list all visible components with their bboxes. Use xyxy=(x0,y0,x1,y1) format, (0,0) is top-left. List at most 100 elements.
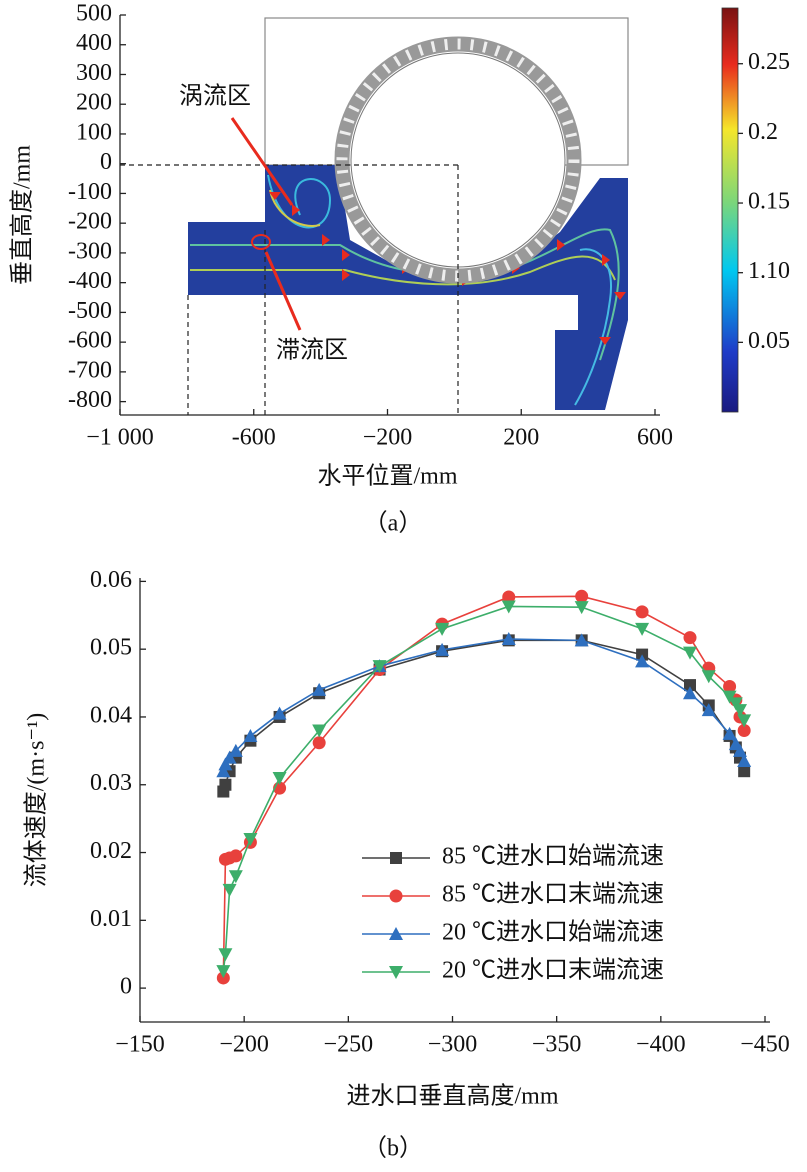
x-axis-label: 水平位置/mm xyxy=(317,463,457,490)
x-tick-label: −1 000 xyxy=(86,425,154,451)
colorbar-tick-label: 1.10 xyxy=(748,258,790,284)
colorbar-tick-label: 0.15 xyxy=(748,189,790,215)
y-tick-label: -700 xyxy=(68,357,112,383)
marker xyxy=(272,771,287,785)
marker xyxy=(737,754,752,768)
marker xyxy=(501,600,516,614)
x-tick-label: −350 xyxy=(532,1032,582,1058)
marker xyxy=(635,605,649,619)
series-line xyxy=(222,605,745,972)
marker xyxy=(228,743,243,757)
marker xyxy=(733,743,747,757)
legend-marker xyxy=(389,927,403,940)
legend-label: 20 ℃进水口始端流速 xyxy=(442,919,664,946)
annotation-arrow xyxy=(230,117,294,206)
y-axis-label: 垂直高度/mm xyxy=(9,145,36,285)
x-tick-label: −400 xyxy=(636,1032,686,1058)
marker xyxy=(228,870,243,884)
y-tick-label: 300 xyxy=(76,60,112,86)
marker xyxy=(435,642,450,656)
caption: （a） xyxy=(364,511,423,537)
annotation-arrow xyxy=(264,251,302,331)
stagnant-marker xyxy=(251,234,271,250)
marker xyxy=(229,849,243,863)
y-tick-label: -600 xyxy=(68,328,112,354)
marker xyxy=(219,778,232,791)
y-tick-label: 0.03 xyxy=(90,770,132,796)
marker xyxy=(218,948,233,962)
marker xyxy=(272,706,287,720)
marker xyxy=(372,660,387,674)
marker xyxy=(722,690,737,704)
y-tick-label: 100 xyxy=(76,119,112,145)
legend-marker xyxy=(389,889,403,903)
marker xyxy=(435,622,450,636)
marker xyxy=(243,832,258,846)
marker xyxy=(737,714,752,728)
marker xyxy=(575,589,589,603)
y-tick-label: -300 xyxy=(68,238,112,264)
x-tick-label: -600 xyxy=(232,425,276,451)
x-tick-label: 200 xyxy=(503,425,539,451)
pipe-inner xyxy=(350,52,566,268)
series-line xyxy=(222,639,745,792)
x-tick-label: −450 xyxy=(740,1032,790,1058)
y-tick-label: 0.04 xyxy=(90,702,132,728)
marker xyxy=(222,883,237,897)
x-tick-label: −200 xyxy=(219,1032,269,1058)
y-tick-label: -100 xyxy=(68,179,112,205)
colorbar-tick-label: 0.05 xyxy=(748,328,790,354)
flow-field xyxy=(120,17,629,415)
y-tick-label: 400 xyxy=(76,30,112,56)
marker xyxy=(738,765,751,778)
marker xyxy=(683,631,697,645)
y-tick-label: 0 xyxy=(100,149,112,175)
legend-marker xyxy=(390,852,402,864)
marker xyxy=(684,679,696,692)
y-tick-label: 500 xyxy=(76,1,112,27)
marker xyxy=(574,633,589,647)
y-tick-label: 0.05 xyxy=(90,635,132,661)
colorbar-tick-label: 0.25 xyxy=(748,49,790,75)
legend-marker xyxy=(389,966,403,979)
y-tick-label: 0.06 xyxy=(90,567,132,593)
marker xyxy=(722,726,737,740)
marker xyxy=(312,682,327,696)
marker xyxy=(218,757,233,771)
marker xyxy=(728,697,743,711)
y-tick-label: -200 xyxy=(68,209,112,235)
x-tick-label: 600 xyxy=(637,425,673,451)
y-axis-label: 流体速度/(m·s⁻¹) xyxy=(23,713,50,888)
x-tick-label: −250 xyxy=(324,1032,374,1058)
marker xyxy=(243,728,258,742)
marker xyxy=(312,736,326,750)
marker xyxy=(635,654,650,668)
marker xyxy=(222,750,237,764)
marker xyxy=(574,601,589,615)
marker xyxy=(701,670,716,684)
x-tick-label: −200 xyxy=(363,425,413,451)
marker xyxy=(312,724,327,738)
y-tick-label: 0.02 xyxy=(90,838,132,864)
marker xyxy=(502,590,516,604)
legend-label: 85 ℃进水口始端流速 xyxy=(442,843,664,870)
fluid-region xyxy=(188,165,628,410)
marker xyxy=(701,703,716,717)
x-tick-label: −300 xyxy=(428,1032,478,1058)
y-tick-label: -400 xyxy=(68,268,112,294)
caption: （b） xyxy=(363,1136,423,1162)
x-axis-label: 进水口垂直高度/mm xyxy=(346,1083,558,1110)
marker xyxy=(683,686,697,700)
legend-label: 20 ℃进水口末端流速 xyxy=(442,957,664,984)
annotation: 涡流区 xyxy=(179,83,251,110)
marker xyxy=(733,704,747,718)
colorbar xyxy=(721,7,739,413)
colorbar-tick-label: 0.2 xyxy=(748,119,778,145)
y-tick-label: 200 xyxy=(76,90,112,116)
annotation: 滞流区 xyxy=(276,337,348,364)
marker xyxy=(723,679,737,693)
marker xyxy=(737,724,751,738)
x-tick-label: −150 xyxy=(115,1032,165,1058)
y-tick-label: -800 xyxy=(68,387,112,413)
